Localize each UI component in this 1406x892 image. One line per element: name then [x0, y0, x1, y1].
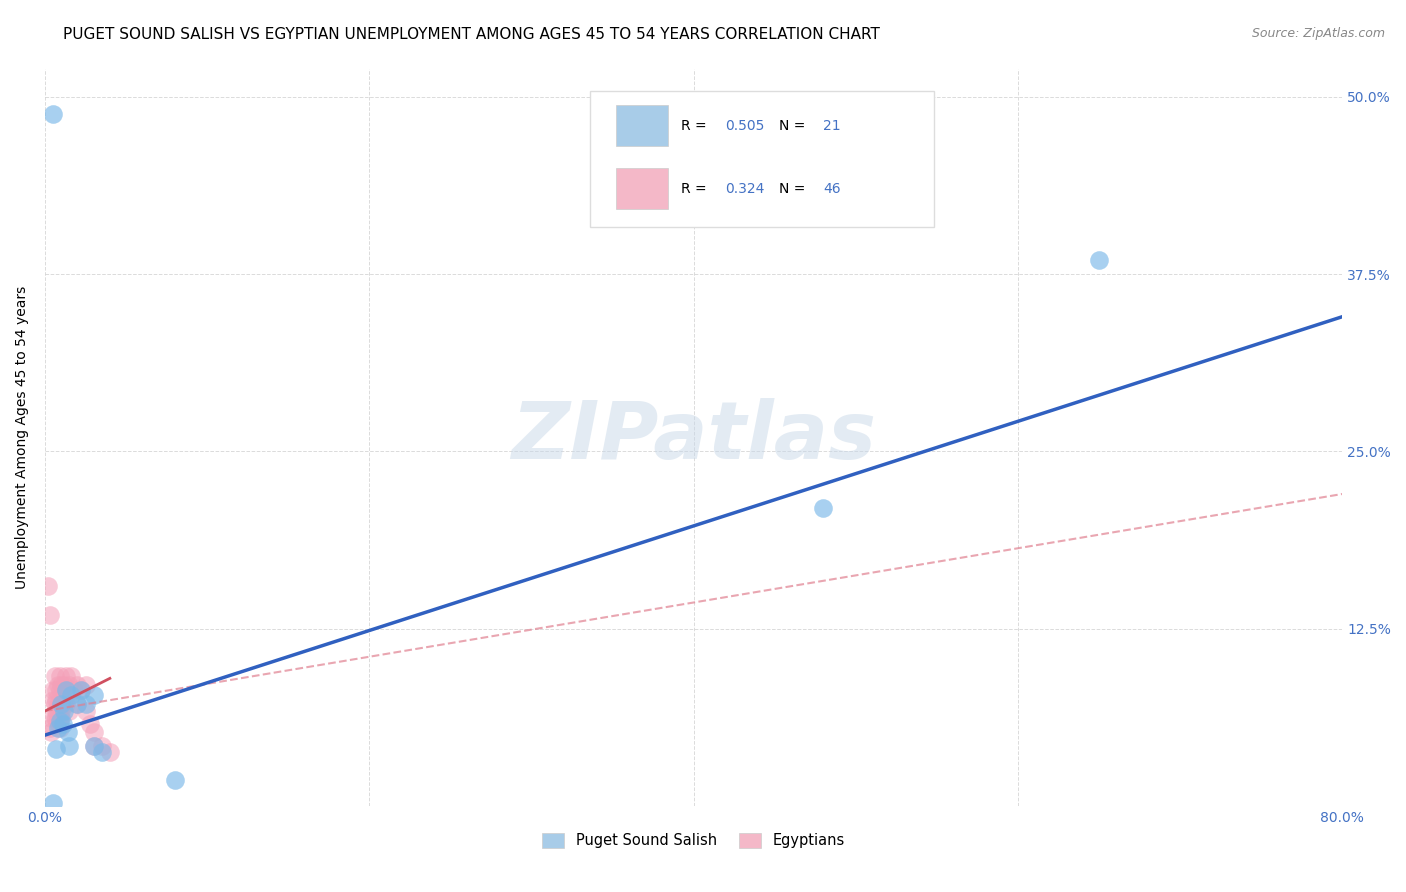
- Point: [83, 725, 105, 739]
- Point: [163, 773, 186, 788]
- Point: [46, 678, 69, 692]
- Point: [38, 607, 60, 622]
- Point: [66, 697, 89, 711]
- Point: [52, 682, 75, 697]
- Point: [48, 697, 70, 711]
- Point: [42, 682, 65, 697]
- Point: [41, 711, 63, 725]
- Point: [45, 682, 67, 697]
- Point: [59, 668, 82, 682]
- Text: ZIPatlas: ZIPatlas: [512, 398, 876, 476]
- Point: [48, 721, 70, 735]
- Point: [46, 711, 69, 725]
- Text: N =: N =: [779, 182, 810, 195]
- Point: [98, 745, 121, 759]
- Point: [46, 697, 69, 711]
- Point: [37, 579, 59, 593]
- FancyBboxPatch shape: [591, 91, 934, 227]
- Point: [69, 682, 91, 697]
- FancyBboxPatch shape: [616, 105, 668, 146]
- Point: [58, 704, 80, 718]
- Point: [58, 678, 80, 692]
- Text: 46: 46: [824, 182, 841, 195]
- Point: [1088, 252, 1111, 267]
- Point: [55, 697, 77, 711]
- Point: [53, 692, 76, 706]
- Text: 0.505: 0.505: [724, 119, 763, 133]
- Text: 21: 21: [824, 119, 841, 133]
- Point: [90, 745, 112, 759]
- Point: [52, 697, 75, 711]
- Point: [90, 739, 112, 754]
- Point: [69, 682, 91, 697]
- Point: [44, 668, 66, 682]
- Point: [41, 725, 63, 739]
- Text: PUGET SOUND SALISH VS EGYPTIAN UNEMPLOYMENT AMONG AGES 45 TO 54 YEARS CORRELATIO: PUGET SOUND SALISH VS EGYPTIAN UNEMPLOYM…: [63, 27, 880, 42]
- Point: [48, 711, 70, 725]
- Point: [51, 692, 73, 706]
- Point: [45, 704, 67, 718]
- Point: [42, 692, 65, 706]
- Point: [52, 716, 75, 731]
- Point: [59, 689, 82, 703]
- Point: [48, 714, 70, 728]
- Text: N =: N =: [779, 119, 810, 133]
- Point: [48, 668, 70, 682]
- Point: [55, 682, 77, 697]
- Point: [45, 711, 67, 725]
- Point: [48, 682, 70, 697]
- Point: [42, 796, 65, 810]
- Point: [83, 689, 105, 703]
- Point: [42, 107, 65, 121]
- Point: [53, 704, 76, 718]
- Legend: Puget Sound Salish, Egyptians: Puget Sound Salish, Egyptians: [537, 827, 851, 854]
- Point: [75, 678, 97, 692]
- Point: [53, 678, 76, 692]
- Point: [44, 697, 66, 711]
- Point: [813, 501, 835, 516]
- Text: Source: ZipAtlas.com: Source: ZipAtlas.com: [1251, 27, 1385, 40]
- Point: [79, 716, 101, 731]
- Point: [44, 711, 66, 725]
- Point: [58, 739, 80, 754]
- Point: [51, 711, 73, 725]
- Point: [75, 704, 97, 718]
- Point: [51, 678, 73, 692]
- Point: [45, 692, 67, 706]
- Point: [38, 721, 60, 735]
- Y-axis label: Unemployment Among Ages 45 to 54 years: Unemployment Among Ages 45 to 54 years: [15, 285, 30, 589]
- Point: [46, 721, 69, 735]
- Point: [45, 742, 67, 756]
- Point: [83, 739, 105, 754]
- Text: R =: R =: [681, 119, 710, 133]
- FancyBboxPatch shape: [616, 168, 668, 209]
- Point: [83, 739, 105, 754]
- Text: R =: R =: [681, 182, 710, 195]
- Point: [51, 704, 73, 718]
- Point: [63, 682, 86, 697]
- Point: [51, 697, 73, 711]
- Point: [66, 697, 89, 711]
- Point: [55, 668, 77, 682]
- Text: 0.324: 0.324: [724, 182, 763, 195]
- Point: [66, 678, 89, 692]
- Point: [56, 725, 79, 739]
- Point: [75, 697, 97, 711]
